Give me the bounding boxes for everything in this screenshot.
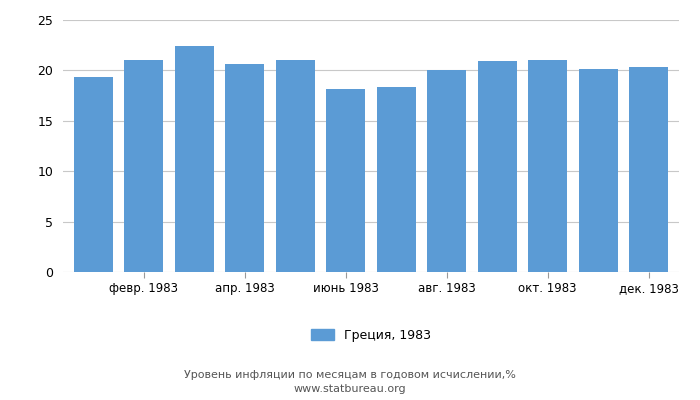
Bar [528,60,568,272]
Bar [225,64,265,272]
Bar [326,88,365,272]
Bar [629,67,668,272]
Text: www.statbureau.org: www.statbureau.org [294,384,406,394]
Bar [377,86,416,272]
Bar [276,60,315,272]
Bar [74,78,113,272]
Bar [427,70,466,272]
Bar [124,60,164,272]
Bar [578,69,618,272]
Text: Уровень инфляции по месяцам в годовом исчислении,%: Уровень инфляции по месяцам в годовом ис… [184,370,516,380]
Bar [174,46,214,272]
Legend: Греция, 1983: Греция, 1983 [307,324,435,347]
Bar [477,61,517,272]
